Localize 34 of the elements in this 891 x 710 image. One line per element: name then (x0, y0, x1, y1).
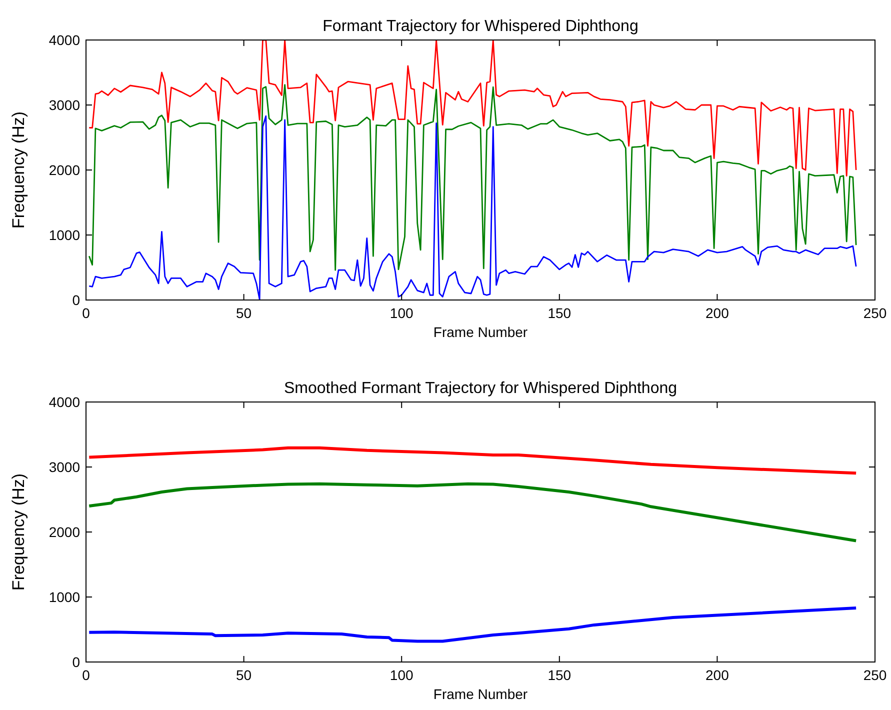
x-tick-label: 250 (863, 667, 887, 683)
chart-title: Formant Trajectory for Whispered Diphthong (322, 18, 638, 35)
line-series (88, 482, 858, 542)
line-series (88, 40, 857, 177)
y-axis-title: Frequency (Hz) (9, 473, 28, 591)
x-tick-label: 200 (706, 667, 730, 683)
x-tick-label: 150 (548, 667, 572, 683)
y-tick-label: 2000 (48, 162, 80, 178)
x-tick-label: 100 (390, 305, 414, 321)
x-axis-title: Frame Number (433, 324, 528, 340)
y-tick-label: 3000 (48, 459, 80, 475)
y-tick-label: 4000 (48, 32, 80, 48)
y-tick-label: 1000 (48, 227, 80, 243)
y-tick-label: 3000 (48, 97, 80, 113)
y-axis-title: Frequency (Hz) (9, 111, 28, 229)
y-tick-label: 2000 (48, 524, 80, 540)
x-tick-label: 250 (863, 305, 887, 321)
x-tick-label: 100 (390, 667, 414, 683)
x-tick-label: 150 (548, 305, 572, 321)
line-series (88, 446, 858, 475)
x-axis-title: Frame Number (433, 686, 528, 702)
y-tick-label: 4000 (48, 394, 80, 410)
y-tick-label: 0 (72, 654, 80, 670)
line-series (88, 84, 857, 271)
x-tick-label: 50 (236, 667, 252, 683)
line-series (88, 115, 857, 300)
chart-title: Smoothed Formant Trajectory for Whispered Diphthong (284, 380, 678, 397)
x-tick-label: 0 (82, 305, 90, 321)
line-series (88, 606, 858, 643)
x-tick-label: 200 (706, 305, 730, 321)
y-tick-label: 0 (72, 292, 80, 308)
x-tick-label: 0 (82, 667, 90, 683)
y-tick-label: 1000 (48, 589, 80, 605)
x-tick-label: 50 (236, 305, 252, 321)
